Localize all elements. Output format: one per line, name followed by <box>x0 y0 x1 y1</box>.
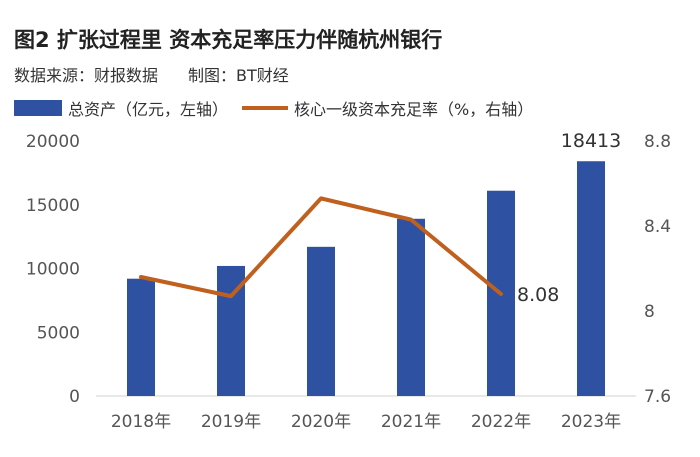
bar <box>397 218 425 396</box>
legend-bar-label: 总资产（亿元，左轴） <box>68 100 229 119</box>
chart-legend: 总资产（亿元，左轴） 核心一级资本充足率（%，右轴） <box>14 96 533 120</box>
right-tick-label: 8.8 <box>644 132 671 152</box>
x-tick-label: 2019年 <box>201 412 261 432</box>
credit-note: 制图：BT财经 <box>188 66 289 85</box>
right-tick-label: 8 <box>644 302 655 322</box>
left-tick-label: 10000 <box>26 260 80 280</box>
bar <box>577 161 605 396</box>
legend-bar-swatch <box>14 100 62 116</box>
left-tick-label: 20000 <box>26 132 80 152</box>
legend-line-swatch <box>242 106 289 110</box>
bar <box>127 278 155 396</box>
left-tick-label: 5000 <box>37 323 80 343</box>
chart-source: 数据来源：财报数据 制图：BT财经 <box>14 62 289 86</box>
bar <box>307 246 335 396</box>
legend-line-label: 核心一级资本充足率（%，右轴） <box>294 100 534 119</box>
x-tick-label: 2021年 <box>381 412 441 432</box>
chart-title: 图2 扩张过程里 资本充足率压力伴随杭州银行 <box>14 28 443 52</box>
right-tick-label: 7.6 <box>644 387 671 407</box>
x-tick-label: 2023年 <box>561 412 621 432</box>
x-tick-label: 2020年 <box>291 412 351 432</box>
x-tick-label: 2018年 <box>111 412 171 432</box>
x-tick-label: 2022年 <box>471 412 531 432</box>
left-tick-label: 15000 <box>26 196 80 216</box>
bar-data-label: 18413 <box>561 130 621 152</box>
line-data-label: 8.08 <box>517 284 559 306</box>
right-tick-label: 8.4 <box>644 217 671 237</box>
source-note: 数据来源：财报数据 <box>14 66 159 85</box>
left-tick-label: 0 <box>69 387 80 407</box>
